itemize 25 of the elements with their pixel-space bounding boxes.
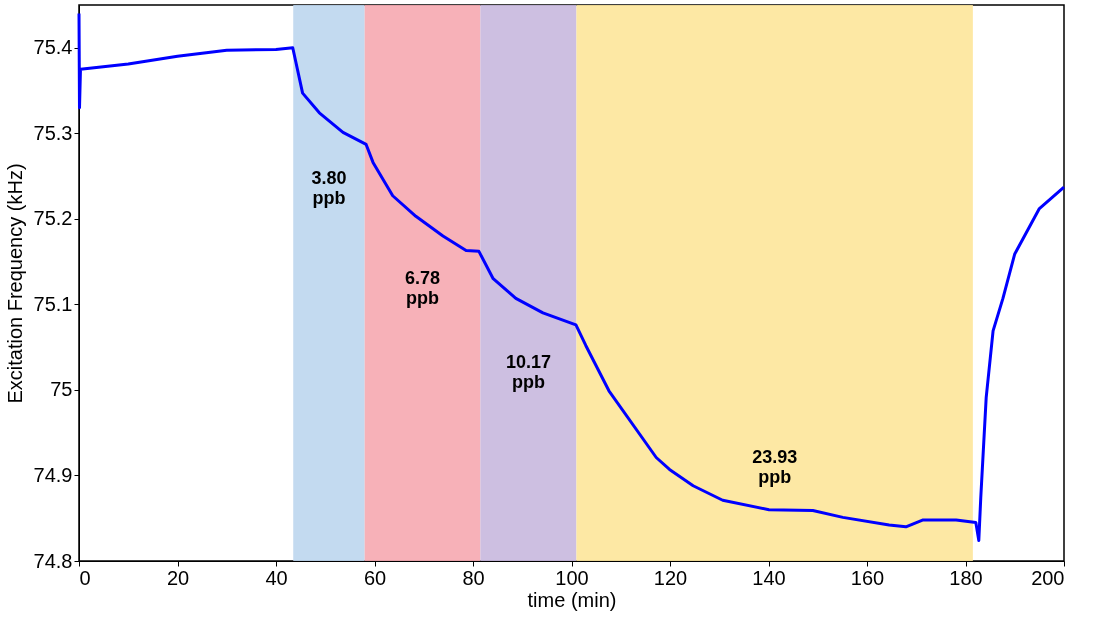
x-tick-label: 60 bbox=[363, 566, 387, 589]
x-tick-label: 0 bbox=[79, 566, 91, 589]
y-tick-label: 75.1 bbox=[33, 292, 73, 315]
y-tick-label: 75 bbox=[50, 378, 73, 401]
band-label: 6.78 ppb bbox=[405, 268, 441, 309]
y-axis-title: Excitation Frequency (kHz) bbox=[3, 163, 26, 404]
x-tick-label: 140 bbox=[752, 566, 786, 589]
y-tick-label: 75.4 bbox=[33, 36, 73, 59]
x-tick-label: 100 bbox=[555, 566, 589, 589]
x-tick-label: 200 bbox=[1031, 566, 1065, 589]
line-series bbox=[77, 12, 1066, 542]
band-label: 3.80 ppb bbox=[311, 167, 347, 208]
x-tick-label: 40 bbox=[265, 566, 288, 589]
x-axis-title: time (min) bbox=[527, 588, 617, 611]
x-tick-label: 20 bbox=[166, 566, 190, 589]
band-label: 10.17 ppb bbox=[505, 352, 551, 393]
band-label: 23.93 ppb bbox=[752, 446, 798, 487]
y-tick-label: 75.3 bbox=[33, 121, 73, 144]
y-tick-label: 75.2 bbox=[33, 207, 73, 230]
y-tick-label: 74.9 bbox=[33, 463, 73, 486]
x-tick-label: 160 bbox=[850, 566, 885, 589]
y-tick-label: 74.8 bbox=[33, 549, 73, 572]
x-tick-label: 80 bbox=[462, 566, 485, 589]
x-tick-label: 180 bbox=[949, 566, 983, 589]
x-tick-label: 120 bbox=[653, 566, 688, 589]
